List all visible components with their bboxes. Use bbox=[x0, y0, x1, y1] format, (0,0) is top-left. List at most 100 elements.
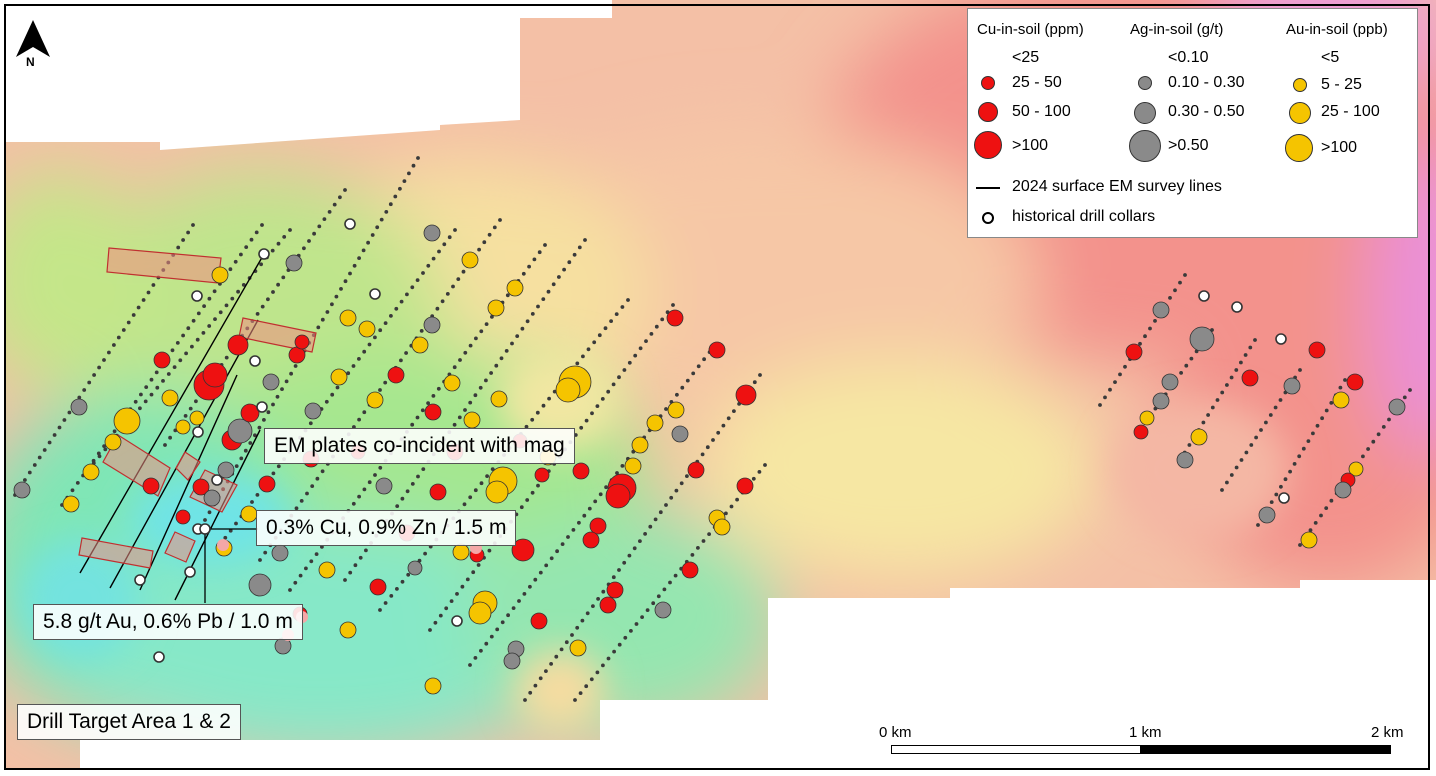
sample-station-dot bbox=[444, 606, 449, 611]
sample-station-dot bbox=[395, 587, 399, 591]
sample-station-dot bbox=[1173, 288, 1177, 293]
sample-station-dot bbox=[758, 373, 762, 377]
sample-station-dot bbox=[1234, 465, 1239, 470]
sample-station-dot bbox=[1311, 431, 1315, 436]
sample-station-dot bbox=[632, 546, 637, 551]
sample-station-dot bbox=[1229, 375, 1234, 380]
soil-sample-cu bbox=[240, 403, 260, 423]
sample-station-dot bbox=[702, 357, 706, 362]
sample-station-dot bbox=[351, 501, 356, 506]
sample-station-dot bbox=[348, 570, 353, 575]
sample-station-dot bbox=[367, 480, 372, 485]
sample-station-dot bbox=[410, 422, 415, 427]
sample-station-dot bbox=[489, 371, 493, 375]
legend-cu-class-3: >100 bbox=[1012, 137, 1049, 154]
sample-station-dot bbox=[587, 506, 592, 511]
north-label: N bbox=[26, 55, 35, 69]
soil-sample-ag bbox=[423, 224, 441, 242]
soil-sample-au bbox=[113, 407, 141, 435]
legend-ag-title: Ag-in-soil (g/t) bbox=[1130, 21, 1224, 38]
soil-sample-ag bbox=[423, 316, 441, 334]
sample-station-dot bbox=[1210, 405, 1215, 410]
soil-sample-ag bbox=[1189, 326, 1215, 352]
legend-ag-dot-2 bbox=[1134, 102, 1156, 124]
soil-sample-low bbox=[217, 539, 229, 551]
sample-station-dot bbox=[570, 633, 574, 637]
legend-em-lines-label: 2024 surface EM survey lines bbox=[1012, 178, 1222, 195]
sample-station-dot bbox=[411, 163, 416, 168]
sample-station-dot bbox=[107, 350, 111, 355]
sample-station-dot bbox=[562, 267, 566, 272]
sample-station-dot bbox=[584, 418, 589, 423]
sample-station-dot bbox=[1239, 458, 1244, 462]
sample-station-dot bbox=[664, 503, 668, 507]
legend-ag-dot-3 bbox=[1129, 130, 1161, 162]
sample-station-dot bbox=[555, 549, 559, 554]
sample-station-dot bbox=[511, 606, 516, 610]
legend-au-title: Au-in-soil (ppb) bbox=[1286, 21, 1388, 38]
sample-station-dot bbox=[186, 230, 191, 235]
sample-station-dot bbox=[168, 435, 173, 440]
sample-station-dot bbox=[648, 524, 653, 529]
sample-station-dot bbox=[163, 443, 167, 447]
sample-station-dot bbox=[537, 250, 542, 255]
sample-station-dot bbox=[184, 351, 189, 356]
sample-station-dot bbox=[138, 406, 142, 411]
sample-station-dot bbox=[664, 407, 668, 411]
sample-station-dot bbox=[522, 592, 527, 596]
sample-station-dot bbox=[383, 321, 388, 325]
sample-station-dot bbox=[620, 464, 625, 468]
sample-station-dot bbox=[592, 340, 597, 345]
sample-station-dot bbox=[1297, 454, 1302, 459]
sample-station-dot bbox=[102, 358, 106, 362]
sample-station-dot bbox=[1234, 368, 1239, 372]
soil-sample-cu bbox=[605, 483, 631, 509]
soil-sample-ag bbox=[304, 402, 322, 420]
sample-station-dot bbox=[573, 433, 578, 437]
sample-station-dot bbox=[112, 343, 116, 347]
soil-sample-cu bbox=[1133, 424, 1149, 440]
drill-collar bbox=[256, 401, 268, 413]
sample-station-dot bbox=[1283, 477, 1288, 482]
sample-station-dot bbox=[280, 387, 284, 391]
sample-station-dot bbox=[690, 553, 695, 557]
sample-station-dot bbox=[1239, 360, 1243, 365]
sample-station-dot bbox=[32, 463, 37, 467]
soil-sample-ag bbox=[217, 461, 235, 479]
sample-station-dot bbox=[583, 238, 587, 242]
sample-station-dot bbox=[373, 473, 377, 477]
sample-station-dot bbox=[566, 535, 570, 539]
drill-collar bbox=[192, 426, 204, 438]
sample-station-dot bbox=[400, 579, 405, 584]
sample-station-dot bbox=[523, 698, 527, 702]
sample-station-dot bbox=[498, 218, 502, 222]
sample-station-dot bbox=[752, 380, 757, 385]
sample-station-dot bbox=[524, 424, 529, 429]
sample-station-dot bbox=[42, 448, 47, 452]
soil-sample-au bbox=[424, 677, 442, 695]
sample-station-dot bbox=[757, 470, 762, 474]
legend-em-line-symbol bbox=[976, 187, 1000, 189]
sample-station-dot bbox=[674, 488, 679, 493]
em-plate bbox=[175, 451, 201, 481]
sample-station-dot bbox=[352, 425, 356, 429]
sample-station-dot bbox=[362, 487, 367, 492]
sample-station-dot bbox=[1315, 423, 1320, 428]
sample-station-dot bbox=[23, 478, 27, 482]
sample-station-dot bbox=[143, 399, 148, 404]
soil-sample-au bbox=[1300, 531, 1318, 549]
sample-station-dot bbox=[598, 492, 603, 497]
sample-station-dot bbox=[449, 599, 454, 603]
sample-station-dot bbox=[102, 444, 106, 448]
sample-station-dot bbox=[47, 440, 52, 445]
legend-cu-class-1: 25 - 50 bbox=[1012, 74, 1062, 91]
sample-station-dot bbox=[622, 560, 627, 565]
sample-station-dot bbox=[67, 410, 72, 415]
sample-station-dot bbox=[1220, 488, 1224, 492]
sample-station-dot bbox=[388, 202, 393, 207]
sample-station-dot bbox=[257, 425, 262, 430]
sample-station-dot bbox=[103, 447, 108, 452]
sample-station-dot bbox=[729, 504, 734, 509]
drill-collar bbox=[199, 523, 211, 535]
sample-station-dot bbox=[1244, 450, 1249, 455]
